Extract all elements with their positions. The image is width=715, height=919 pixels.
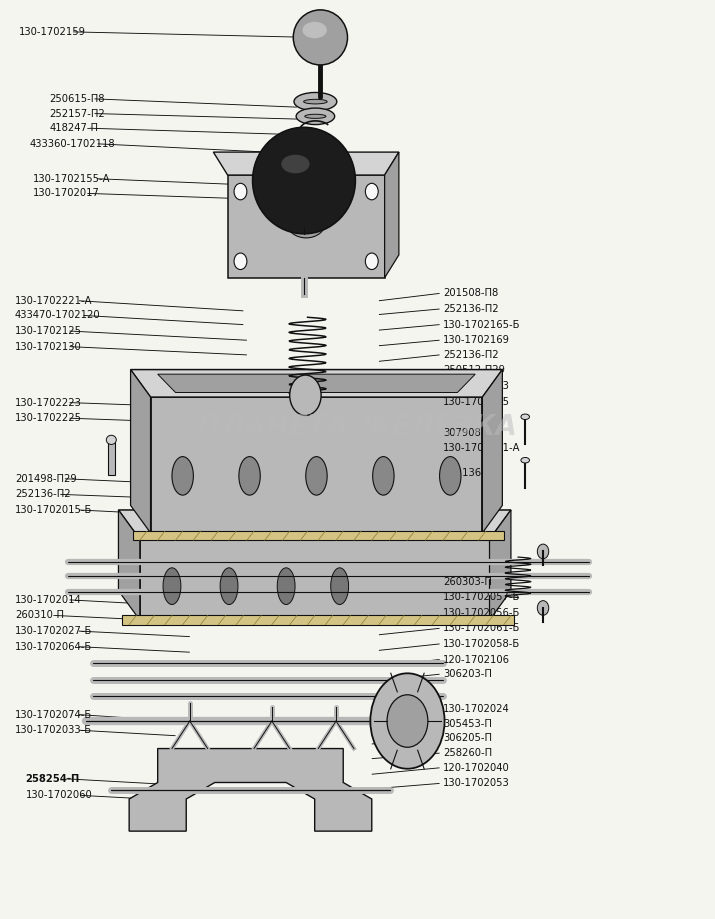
Polygon shape [490,510,511,620]
Polygon shape [119,510,511,539]
Text: 130-1702024: 130-1702024 [443,704,510,714]
Ellipse shape [287,206,326,238]
Ellipse shape [373,457,394,495]
FancyBboxPatch shape [122,616,515,625]
Circle shape [290,375,321,415]
Text: 258254-П: 258254-П [26,774,80,784]
Ellipse shape [239,457,260,495]
Text: 130-1702015-Б: 130-1702015-Б [15,505,92,515]
Ellipse shape [440,457,461,495]
Text: 260303-П: 260303-П [443,576,492,586]
Text: 130-1702169: 130-1702169 [443,335,510,346]
Polygon shape [131,369,151,533]
Text: 130-1702017: 130-1702017 [33,188,99,199]
Polygon shape [129,749,372,831]
Text: 418247-П: 418247-П [49,123,98,133]
Text: 433360-1702118: 433360-1702118 [29,139,115,149]
Text: 130-1702223: 130-1702223 [15,398,82,408]
Text: 252157-П2: 252157-П2 [49,108,105,119]
Text: 250512-П29: 250512-П29 [443,366,505,376]
FancyBboxPatch shape [227,175,385,278]
Text: 130-1702056-Б: 130-1702056-Б [443,607,521,618]
Text: 307908-П: 307908-П [443,428,492,437]
Text: 260310-П: 260310-П [15,610,64,620]
Text: 130-1702014: 130-1702014 [15,595,82,605]
Text: 130-1702155-А: 130-1702155-А [33,174,110,184]
Ellipse shape [281,154,310,174]
Text: 250615-П8: 250615-П8 [49,94,104,104]
Ellipse shape [304,99,327,104]
Text: 305453-П: 305453-П [443,719,492,729]
Polygon shape [483,369,503,533]
Text: 252136-П2: 252136-П2 [15,490,71,499]
Ellipse shape [293,10,347,65]
Text: 130-1702027-Б: 130-1702027-Б [15,626,92,636]
Polygon shape [131,369,503,397]
Text: 130-1702064-Б: 130-1702064-Б [15,641,92,652]
Ellipse shape [220,568,238,605]
Circle shape [387,695,428,747]
FancyBboxPatch shape [133,531,504,540]
Text: 201508-П8: 201508-П8 [443,289,498,299]
Text: 130-1702225: 130-1702225 [15,414,82,424]
Ellipse shape [296,108,335,125]
Circle shape [370,674,445,768]
Text: 306205-П: 306205-П [443,733,492,743]
FancyBboxPatch shape [108,442,115,475]
Text: 130-1702125: 130-1702125 [15,326,82,336]
Text: 130-1702165-Б: 130-1702165-Б [443,320,521,330]
Text: 130-1702057-Б: 130-1702057-Б [443,592,521,602]
Polygon shape [385,153,399,278]
Ellipse shape [302,22,327,39]
Text: 130-1702074-Б: 130-1702074-Б [15,709,92,720]
Text: 130-1702221-А: 130-1702221-А [15,296,92,306]
Ellipse shape [172,457,193,495]
Text: 252136-П2: 252136-П2 [443,469,499,478]
Ellipse shape [331,568,349,605]
FancyBboxPatch shape [151,397,483,533]
Ellipse shape [521,414,530,420]
Ellipse shape [305,114,326,119]
Polygon shape [213,153,399,175]
Ellipse shape [277,568,295,605]
Circle shape [538,601,548,616]
Ellipse shape [294,93,337,111]
Text: 130-1702058-Б: 130-1702058-Б [443,639,521,649]
Text: 120-1702106: 120-1702106 [443,654,510,664]
FancyBboxPatch shape [140,539,490,620]
Ellipse shape [306,457,327,495]
Text: 130-1702173: 130-1702173 [443,381,510,391]
Text: 130-1702159: 130-1702159 [19,27,86,37]
Text: 130-1702130: 130-1702130 [15,342,82,352]
Ellipse shape [107,436,117,445]
Ellipse shape [163,568,181,605]
Text: 306203-П: 306203-П [443,669,492,679]
Circle shape [365,183,378,199]
Text: 130-1702175: 130-1702175 [443,397,510,407]
Circle shape [234,253,247,269]
Circle shape [234,183,247,199]
Text: 433470-1702120: 433470-1702120 [15,311,101,321]
Ellipse shape [521,458,530,463]
Text: 130-1702171-А: 130-1702171-А [443,444,521,453]
Text: 130-1702060: 130-1702060 [26,790,92,800]
Ellipse shape [252,128,355,233]
Text: 258260-П: 258260-П [443,748,492,758]
Text: 120-1702040: 120-1702040 [443,763,510,773]
Text: 252136-П2: 252136-П2 [443,304,499,314]
Text: 252136-П2: 252136-П2 [443,350,499,360]
Text: 130-1702053: 130-1702053 [443,778,510,789]
Circle shape [365,253,378,269]
Polygon shape [119,510,140,620]
Text: ПЛАНЕТА ЖЕЛЕЗКА: ПЛАНЕТА ЖЕЛЕЗКА [198,414,517,441]
Text: 201498-П29: 201498-П29 [15,474,77,483]
Text: 130-1702033-Б: 130-1702033-Б [15,725,92,735]
Text: 130-1702061-Б: 130-1702061-Б [443,623,521,633]
Circle shape [538,544,548,559]
Polygon shape [158,374,475,392]
